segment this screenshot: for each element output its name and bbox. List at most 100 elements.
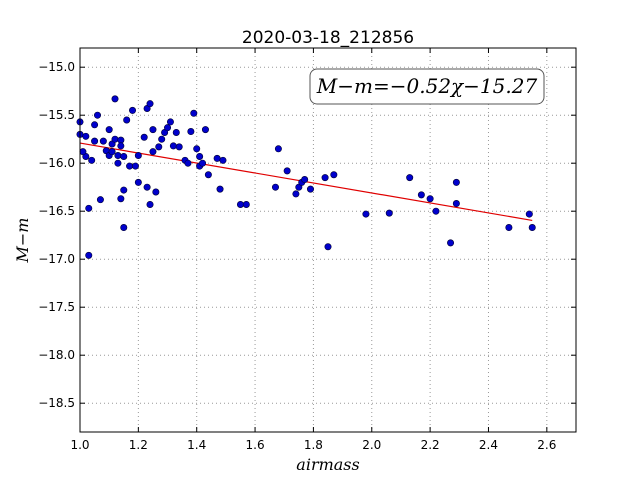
data-point bbox=[216, 185, 224, 193]
y-tick-label: −18.5 bbox=[38, 396, 75, 410]
x-tick-label: 2.0 bbox=[362, 438, 381, 452]
data-point bbox=[91, 137, 99, 145]
data-point bbox=[193, 145, 201, 153]
data-point bbox=[271, 183, 279, 191]
x-tick-labels: 1.0 1.2 1.4 1.6 1.8 2.0 2.2 2.4 2.6 bbox=[70, 438, 556, 452]
data-point bbox=[134, 152, 142, 160]
data-point bbox=[158, 135, 166, 143]
data-point bbox=[152, 188, 160, 196]
data-point bbox=[196, 152, 204, 160]
data-point bbox=[85, 251, 93, 259]
data-point bbox=[452, 178, 460, 186]
x-tick-label: 1.2 bbox=[129, 438, 148, 452]
data-point bbox=[321, 174, 329, 182]
y-axis-label: M−m bbox=[13, 218, 32, 264]
data-point bbox=[213, 154, 221, 162]
data-point bbox=[108, 148, 116, 156]
data-point bbox=[149, 148, 157, 156]
chart-title: 2020-03-18_212856 bbox=[242, 28, 414, 48]
equation-annotation: M−m=−0.52χ−15.27 bbox=[309, 68, 545, 105]
y-tick-label: −17.0 bbox=[38, 252, 75, 266]
x-axis-label: airmass bbox=[296, 455, 359, 474]
data-point bbox=[117, 142, 125, 150]
data-point bbox=[164, 124, 172, 132]
data-point bbox=[204, 171, 212, 179]
data-point bbox=[301, 176, 309, 184]
data-point bbox=[111, 135, 119, 143]
x-tick-label: 1.8 bbox=[304, 438, 323, 452]
data-point bbox=[417, 191, 425, 199]
data-point bbox=[155, 143, 163, 151]
data-point bbox=[120, 224, 128, 232]
data-point bbox=[324, 243, 332, 251]
x-tick-label: 2.6 bbox=[537, 438, 556, 452]
y-tick-labels: −15.0 −15.5 −16.0 −16.5 −17.0 −17.5 −18.0 −18.5 bbox=[38, 60, 75, 410]
data-point bbox=[452, 200, 460, 208]
data-point bbox=[82, 132, 90, 140]
x-tick-label: 1.6 bbox=[246, 438, 265, 452]
data-point bbox=[79, 148, 87, 156]
x-tick-label: 1.0 bbox=[70, 438, 89, 452]
data-point bbox=[283, 167, 291, 175]
y-tick-label: −18.0 bbox=[38, 348, 75, 362]
data-point bbox=[187, 128, 195, 136]
data-point bbox=[362, 210, 370, 218]
data-point bbox=[143, 183, 151, 191]
data-point bbox=[114, 159, 122, 167]
data-point bbox=[306, 185, 314, 193]
data-point bbox=[146, 200, 154, 208]
data-point bbox=[117, 136, 125, 144]
data-point bbox=[236, 200, 244, 208]
data-point bbox=[88, 156, 96, 164]
data-point bbox=[447, 239, 455, 247]
data-point bbox=[385, 209, 393, 217]
data-point bbox=[114, 152, 122, 160]
x-tick-label: 2.4 bbox=[479, 438, 498, 452]
data-point bbox=[274, 145, 282, 153]
x-tick-label: 1.4 bbox=[187, 438, 206, 452]
data-point bbox=[426, 195, 434, 203]
data-point bbox=[406, 174, 414, 182]
plot-frame bbox=[79, 47, 577, 433]
data-point bbox=[219, 156, 227, 164]
data-point bbox=[525, 210, 533, 218]
data-point bbox=[292, 190, 300, 198]
data-point bbox=[85, 204, 93, 212]
y-tick-label: −17.5 bbox=[38, 300, 75, 314]
data-point bbox=[330, 171, 338, 179]
data-point bbox=[126, 162, 134, 170]
x-tick-label: 2.2 bbox=[421, 438, 440, 452]
data-point bbox=[149, 126, 157, 134]
data-point bbox=[111, 95, 119, 103]
data-point bbox=[146, 100, 154, 108]
data-point bbox=[131, 162, 139, 170]
data-point bbox=[120, 186, 128, 194]
y-tick-label: −15.0 bbox=[38, 60, 75, 74]
data-point bbox=[169, 142, 177, 150]
data-point bbox=[123, 116, 131, 124]
data-points bbox=[76, 95, 536, 259]
annotation-box bbox=[309, 68, 545, 105]
data-point bbox=[199, 159, 207, 167]
data-point bbox=[94, 111, 102, 119]
data-point bbox=[99, 137, 107, 145]
data-point bbox=[117, 195, 125, 203]
y-tick-label: −15.5 bbox=[38, 108, 75, 122]
data-point bbox=[242, 200, 250, 208]
data-point bbox=[120, 152, 128, 160]
data-point bbox=[91, 121, 99, 129]
y-tick-label: −16.0 bbox=[38, 156, 75, 170]
y-tick-label: −16.5 bbox=[38, 204, 75, 218]
data-point bbox=[129, 106, 137, 114]
data-point bbox=[96, 196, 104, 204]
data-point bbox=[140, 133, 148, 141]
annotation-text: M−m=−0.52χ−15.27 bbox=[316, 74, 538, 98]
axis-ticks bbox=[79, 48, 576, 432]
data-point bbox=[432, 207, 440, 215]
data-point bbox=[175, 143, 183, 151]
data-point bbox=[505, 224, 513, 232]
data-point bbox=[172, 128, 180, 136]
data-point bbox=[184, 159, 192, 167]
data-point bbox=[528, 224, 536, 232]
